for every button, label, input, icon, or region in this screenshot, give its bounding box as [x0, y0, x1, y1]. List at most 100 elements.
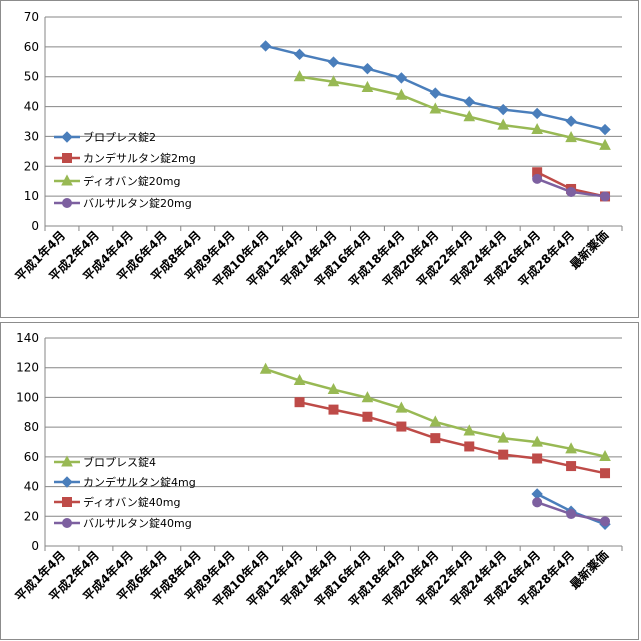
data-point — [600, 516, 611, 527]
data-point — [600, 191, 611, 202]
legend-entry: バルサルタン錠20mg — [54, 196, 192, 210]
legend-label: ディオバン錠40mg — [83, 495, 180, 509]
legend-marker — [62, 198, 72, 208]
data-point — [463, 110, 476, 122]
legend-marker — [62, 518, 72, 528]
data-point — [429, 87, 442, 99]
data-point — [497, 103, 509, 116]
data-point — [294, 397, 305, 408]
chart-panel-bottom: 0 20 40 60 80 100 120 140 平成1年4月 平成2年4月 平成4年4月 平成6年… — [0, 322, 639, 640]
y-tick-label: 20 — [24, 159, 39, 173]
data-point — [497, 118, 510, 130]
data-point — [565, 115, 577, 127]
y-tick-label: 50 — [24, 70, 39, 84]
legend-entry: ディオバン錠40mg — [54, 495, 180, 509]
y-tick-label: 70 — [24, 10, 39, 24]
y-tick-label: 80 — [24, 420, 39, 434]
data-point — [327, 382, 340, 395]
legend-marker — [61, 131, 73, 143]
legend-marker — [61, 174, 73, 186]
y-tick-label: 120 — [16, 361, 39, 375]
y-tick-label: 100 — [16, 390, 39, 404]
data-point — [429, 415, 442, 427]
series-3 — [532, 497, 611, 527]
y-tick-label: 30 — [24, 129, 39, 143]
series-2 — [293, 70, 611, 150]
data-point — [566, 509, 577, 520]
y-tick-label: 140 — [16, 331, 39, 345]
series-0 — [259, 362, 611, 462]
legend-entry: カンデサルタン錠2mg — [54, 151, 196, 165]
legend-label: バルサルタン錠20mg — [83, 196, 192, 210]
data-point — [531, 107, 543, 120]
data-point — [531, 435, 543, 447]
data-point — [464, 441, 475, 452]
data-point — [566, 461, 577, 472]
data-point — [497, 431, 510, 443]
data-point — [532, 497, 543, 508]
data-point — [565, 442, 577, 454]
legend-label: バルサルタン錠40mg — [83, 516, 192, 530]
y-tick-label: 60 — [24, 450, 39, 464]
data-point — [599, 123, 611, 136]
data-point — [532, 453, 543, 464]
y-tick-label: 0 — [31, 219, 39, 233]
data-point — [430, 433, 441, 444]
legend-entry: ブロプレス錠4 — [54, 455, 156, 469]
chart-panel-top: 0 10 20 30 40 50 60 70 平成1年4月 平成2年4月 平成4年4月 平成6年4月平… — [0, 0, 639, 318]
legend-marker — [61, 455, 73, 467]
legend-entry: ディオバン錠20mg — [54, 174, 180, 188]
data-point — [361, 391, 374, 403]
legend-label: カンデサルタン錠4mg — [83, 475, 196, 489]
legend-marker — [62, 497, 72, 507]
y-tick-label: 40 — [24, 100, 39, 114]
legend-marker — [61, 476, 73, 488]
data-point — [327, 75, 340, 87]
legend-label: カンデサルタン錠2mg — [83, 151, 196, 165]
y-tick-label: 10 — [24, 189, 39, 203]
data-point — [463, 96, 475, 108]
data-point — [328, 404, 339, 415]
data-point — [259, 362, 272, 374]
data-point — [259, 40, 272, 52]
data-point — [293, 48, 306, 61]
legend-label: ブロプレス錠2 — [83, 130, 156, 144]
series-line — [265, 368, 606, 458]
legend-label: ブロプレス錠4 — [83, 455, 156, 469]
series-line — [299, 400, 606, 475]
data-point — [532, 173, 543, 184]
data-point — [395, 401, 408, 413]
y-tick-label: 0 — [31, 539, 39, 553]
data-point — [463, 424, 476, 436]
data-point — [600, 468, 611, 479]
chart-bottom: 020406080100120140平成1年4月平成2年4月平成4年4月平成6年… — [12, 331, 623, 610]
chart-top: 010203040506070平成1年4月平成2年4月平成4年4月平成6年4月平… — [12, 10, 623, 290]
data-point — [531, 122, 543, 135]
legend-marker — [62, 153, 72, 163]
legend-entry: バルサルタン錠40mg — [54, 516, 192, 530]
data-point — [293, 70, 306, 82]
data-point — [599, 449, 611, 462]
series-2 — [294, 397, 611, 479]
data-point — [599, 138, 611, 150]
data-point — [565, 131, 577, 143]
data-point — [362, 411, 373, 422]
legend-label: ディオバン錠20mg — [83, 174, 180, 188]
legend-entry: カンデサルタン錠4mg — [54, 475, 196, 489]
y-tick-label: 20 — [24, 509, 39, 523]
data-point — [429, 102, 442, 114]
data-point — [395, 88, 408, 100]
series-0 — [259, 40, 611, 136]
y-tick-label: 40 — [24, 480, 39, 494]
data-point — [396, 421, 407, 432]
data-point — [327, 56, 340, 68]
series-3 — [532, 173, 611, 202]
data-point — [361, 80, 374, 92]
data-point — [395, 72, 408, 84]
data-point — [566, 186, 577, 197]
data-point — [361, 62, 374, 75]
legend-entry: ブロプレス錠2 — [54, 130, 156, 144]
data-point — [293, 373, 306, 385]
data-point — [498, 449, 509, 460]
series-line — [299, 75, 606, 147]
